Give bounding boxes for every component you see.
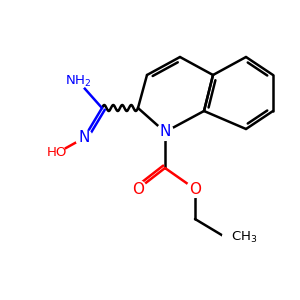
Circle shape bbox=[187, 181, 203, 197]
Text: N: N bbox=[78, 130, 90, 146]
Circle shape bbox=[223, 229, 239, 245]
Circle shape bbox=[157, 124, 173, 140]
Text: HO: HO bbox=[47, 146, 67, 160]
Text: CH$_3$: CH$_3$ bbox=[231, 230, 257, 244]
Text: O: O bbox=[132, 182, 144, 196]
Circle shape bbox=[70, 73, 86, 89]
Text: O: O bbox=[189, 182, 201, 196]
Text: NH$_2$: NH$_2$ bbox=[65, 74, 91, 88]
Text: N: N bbox=[159, 124, 171, 140]
Circle shape bbox=[49, 145, 65, 161]
Circle shape bbox=[76, 130, 92, 146]
Circle shape bbox=[130, 181, 146, 197]
